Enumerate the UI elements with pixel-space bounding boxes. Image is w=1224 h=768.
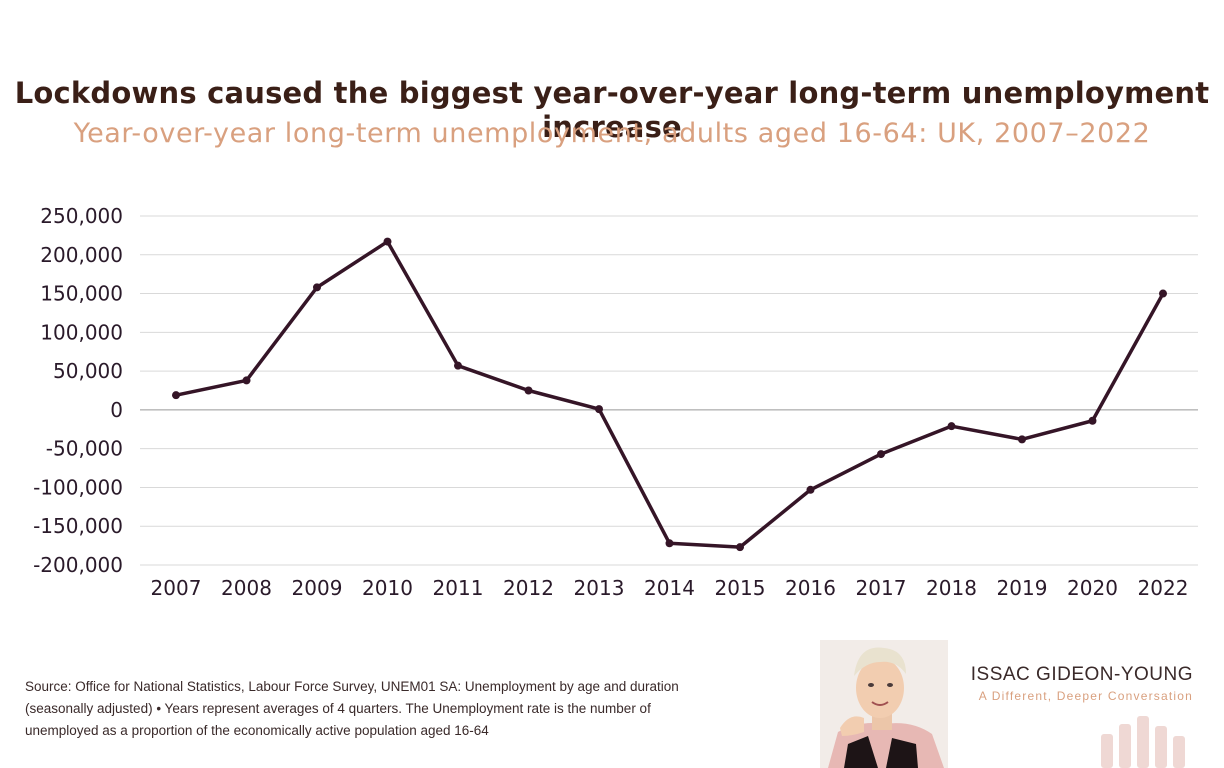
line-chart: 250,000 200,000 150,000 100,000 50,000 0 -50,0… <box>33 204 1198 600</box>
y-tick-label: -50,000 <box>46 437 123 461</box>
author-photo <box>820 640 948 768</box>
chart-subtitle: Year-over-year long-term unemployment, a… <box>73 118 1151 149</box>
y-tick-label: 50,000 <box>53 359 123 383</box>
x-tick-label: 2013 <box>574 576 625 600</box>
series-line <box>174 239 1165 549</box>
source-note: Source: Office for National Statistics, … <box>25 679 679 738</box>
chart-title: Lockdowns caused the biggest year-over-y… <box>14 76 1210 144</box>
x-tick-label: 2015 <box>715 576 766 600</box>
y-tick-label: 100,000 <box>40 320 123 344</box>
data-point <box>806 485 815 494</box>
y-tick-label: -100,000 <box>33 475 123 499</box>
gridlines <box>140 215 1198 566</box>
x-tick-label: 2014 <box>644 576 695 600</box>
y-tick-label: 150,000 <box>40 282 123 306</box>
data-point <box>595 405 603 414</box>
x-tick-label: 2007 <box>151 576 202 600</box>
x-tick-label: 2016 <box>785 576 836 600</box>
x-tick-label: 2022 <box>1138 576 1189 600</box>
data-point <box>383 237 392 246</box>
data-point <box>1088 416 1097 425</box>
x-tick-label: 2018 <box>926 576 977 600</box>
x-tick-label: 2017 <box>856 576 907 600</box>
x-tick-label: 2019 <box>997 576 1048 600</box>
y-tick-label: 200,000 <box>40 243 123 267</box>
data-point <box>242 376 251 385</box>
y-axis-ticks: 250,000 200,000 150,000 100,000 50,000 0 -50,0… <box>33 204 123 577</box>
series-group <box>172 237 1167 552</box>
x-axis-ticks: 2007 2008 2009 2010 2011 2012 2013 2014 2015 2016… <box>151 576 1189 600</box>
data-point <box>736 543 744 552</box>
data-point <box>454 361 462 370</box>
x-tick-label: 2010 <box>362 576 413 600</box>
x-tick-label: 2009 <box>292 576 343 600</box>
data-point <box>1018 435 1026 444</box>
data-point <box>313 283 321 292</box>
data-point <box>524 386 533 395</box>
brand-tagline: A Different, Deeper Conversation <box>978 689 1193 703</box>
y-tick-label: 250,000 <box>40 204 123 228</box>
data-point <box>172 391 180 400</box>
brand-hands-icon <box>1101 716 1185 768</box>
data-point <box>665 539 674 548</box>
data-point <box>947 422 956 431</box>
x-tick-label: 2020 <box>1067 576 1118 600</box>
x-tick-label: 2012 <box>503 576 554 600</box>
y-tick-label: -150,000 <box>33 514 123 538</box>
y-tick-label: 0 <box>110 398 123 422</box>
x-tick-label: 2011 <box>433 576 484 600</box>
data-point <box>1159 289 1167 298</box>
brand-name: ISSAC GIDEON-YOUNG <box>970 664 1193 685</box>
x-tick-label: 2008 <box>221 576 272 600</box>
y-tick-label: -200,000 <box>33 553 123 577</box>
data-point <box>877 450 885 459</box>
